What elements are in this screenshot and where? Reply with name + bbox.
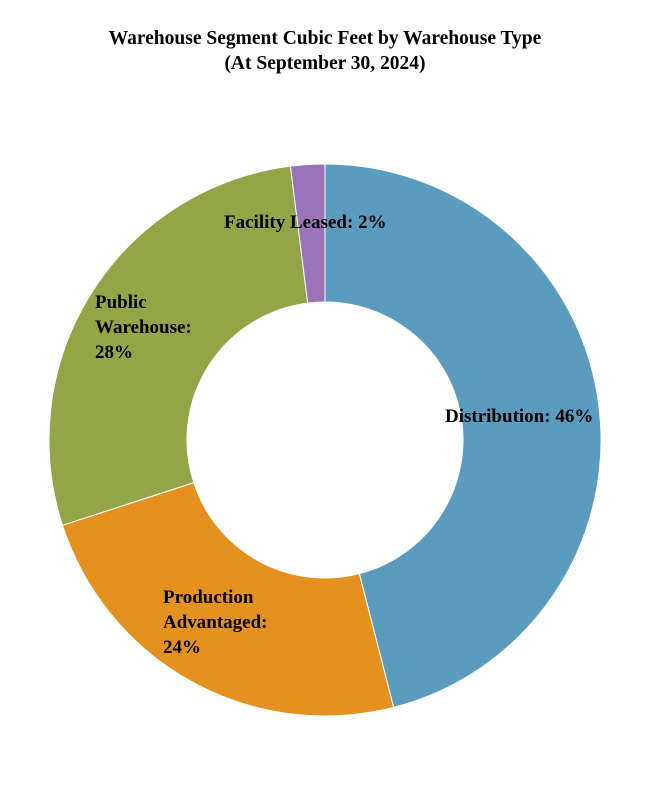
data-label-line: Distribution: 46% bbox=[445, 406, 593, 427]
donut-slice-public-warehouse bbox=[48, 165, 309, 526]
data-label-line: 24% bbox=[163, 637, 201, 658]
data-label-distribution: Distribution: 46% bbox=[445, 406, 593, 427]
data-label-line: Warehouse: bbox=[95, 317, 192, 338]
donut-slice-production-advantaged bbox=[61, 482, 395, 717]
data-label-facility-leased: Facility Leased: 2% bbox=[224, 212, 387, 233]
data-label-line: Public bbox=[95, 292, 147, 313]
data-label-line: 28% bbox=[95, 342, 133, 363]
data-label-line: Production bbox=[163, 587, 254, 608]
data-label-public-warehouse: Public Warehouse: 28% bbox=[95, 292, 192, 363]
data-label-line: Advantaged: bbox=[163, 612, 268, 633]
donut-slice-distribution bbox=[324, 163, 602, 708]
chart-subtitle: (At September 30, 2024) bbox=[224, 53, 426, 74]
donut-slice-facility-leased bbox=[289, 163, 326, 304]
donut-slices bbox=[48, 163, 602, 717]
data-label-production-advantaged: Production Advantaged: 24% bbox=[163, 587, 268, 658]
chart-title: Warehouse Segment Cubic Feet by Warehous… bbox=[108, 28, 542, 49]
donut-labels: Distribution: 46% Production Advantaged: 24… bbox=[95, 212, 593, 658]
data-label-line: Facility Leased: 2% bbox=[224, 212, 387, 233]
